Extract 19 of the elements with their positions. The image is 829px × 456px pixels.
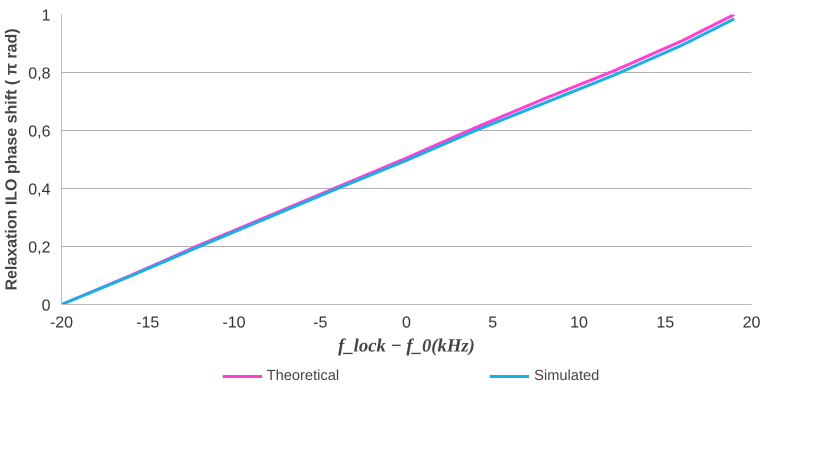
x-tick-label: -20 <box>50 314 74 332</box>
x-tick-label: 20 <box>742 314 760 332</box>
legend-label: Simulated <box>534 368 600 384</box>
x-tick-label: 10 <box>570 314 588 332</box>
x-tick-label: -10 <box>222 314 246 332</box>
x-tick-label: -15 <box>136 314 160 332</box>
y-axis-title: Relaxation ILO phase shift ( π rad) <box>3 28 20 291</box>
y-tick-label: 0,2 <box>28 240 51 256</box>
y-tick-label: 0,4 <box>28 182 51 198</box>
y-tick-label: 1 <box>42 8 51 24</box>
y-tick-label: 0,8 <box>28 66 51 82</box>
x-axis-title: f_lock − f_0(kHz) <box>338 336 475 356</box>
x-tick-label: 5 <box>488 314 498 332</box>
y-tick-label: 0,6 <box>28 124 51 140</box>
x-tick-label: 0 <box>402 314 412 332</box>
y-tick-label: 0 <box>42 298 51 314</box>
legend-label: Theoretical <box>266 368 340 384</box>
x-tick-label: -5 <box>313 314 328 332</box>
x-tick-label: 15 <box>656 314 674 332</box>
